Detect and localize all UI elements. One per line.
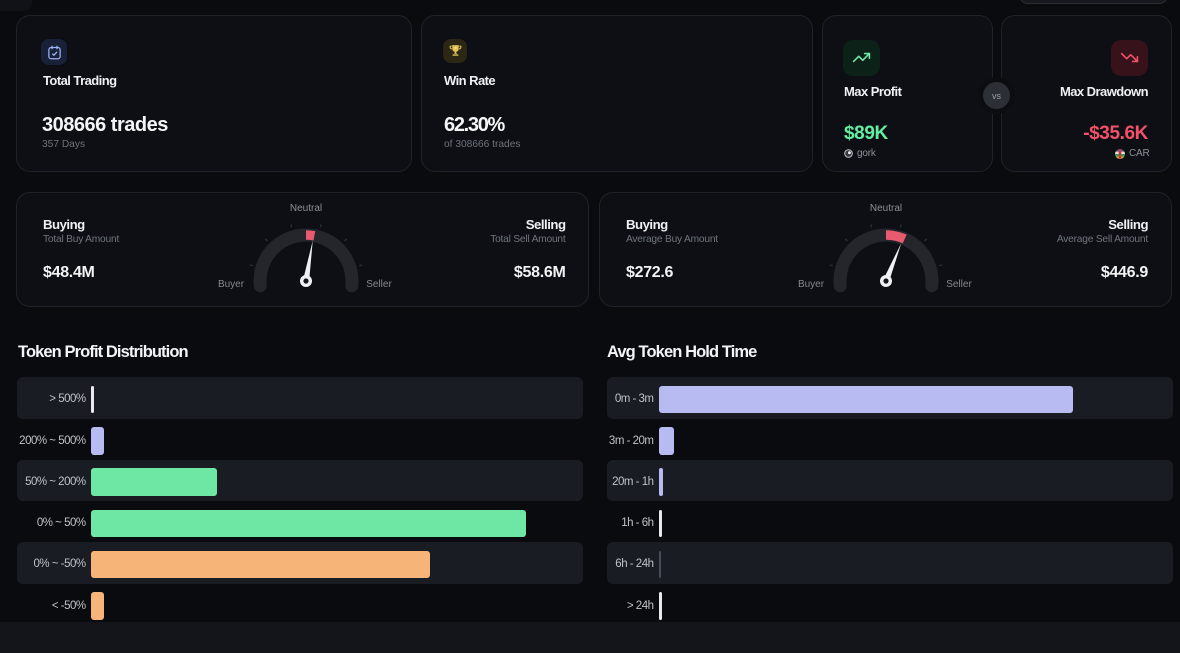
svg-text:Neutral: Neutral xyxy=(290,203,322,214)
svg-text:Buyer: Buyer xyxy=(798,279,825,290)
svg-text:Buyer: Buyer xyxy=(218,279,245,290)
svg-text:Neutral: Neutral xyxy=(870,203,902,214)
svg-text:Seller: Seller xyxy=(947,279,973,290)
svg-text:Seller: Seller xyxy=(366,279,392,290)
